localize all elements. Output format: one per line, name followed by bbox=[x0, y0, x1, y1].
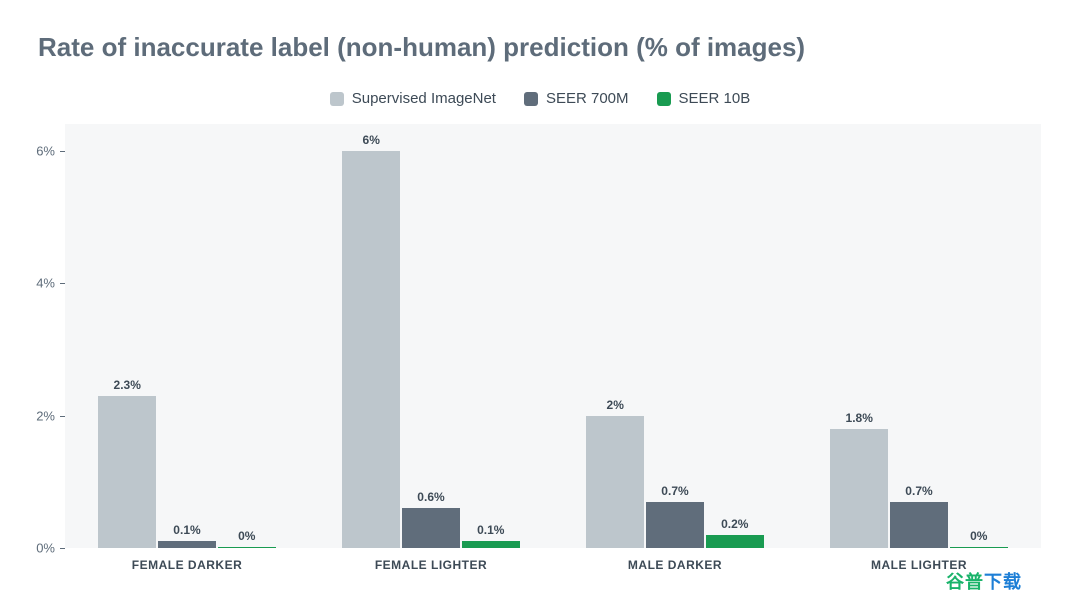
bar: 0.7% bbox=[890, 502, 949, 548]
chart-title: Rate of inaccurate label (non-human) pre… bbox=[38, 32, 805, 63]
plot-background bbox=[65, 124, 1041, 548]
chart-plot-area: 0%2%4%6%FEMALE DARKER2.3%0.1%0%FEMALE LI… bbox=[65, 124, 1041, 548]
bar: 0% bbox=[218, 547, 277, 548]
bar: 1.8% bbox=[830, 429, 889, 548]
bar: 6% bbox=[342, 151, 401, 549]
legend-item-0: Supervised ImageNet bbox=[330, 90, 496, 107]
bar-value-label: 0% bbox=[238, 529, 255, 547]
bar-value-label: 1.8% bbox=[846, 411, 873, 429]
y-tick-mark bbox=[60, 548, 65, 549]
bar: 0.2% bbox=[706, 535, 765, 548]
bar: 0.1% bbox=[462, 541, 521, 548]
bar-value-label: 2% bbox=[607, 398, 624, 416]
bar-value-label: 0.7% bbox=[661, 484, 688, 502]
bar: 2% bbox=[586, 416, 645, 549]
y-tick-mark bbox=[60, 151, 65, 152]
bar: 0.1% bbox=[158, 541, 217, 548]
x-category-label: FEMALE DARKER bbox=[132, 548, 243, 572]
legend-swatch-2 bbox=[657, 92, 671, 106]
bar-value-label: 0.7% bbox=[905, 484, 932, 502]
x-category-label: FEMALE LIGHTER bbox=[375, 548, 487, 572]
y-tick-mark bbox=[60, 416, 65, 417]
x-category-label: MALE DARKER bbox=[628, 548, 722, 572]
bar-value-label: 6% bbox=[363, 133, 380, 151]
bar-value-label: 2.3% bbox=[114, 378, 141, 396]
bar: 2.3% bbox=[98, 396, 157, 548]
bar: 0% bbox=[950, 547, 1009, 548]
bar-value-label: 0.1% bbox=[477, 523, 504, 541]
legend-item-2: SEER 10B bbox=[657, 90, 751, 107]
legend: Supervised ImageNet SEER 700M SEER 10B bbox=[0, 90, 1080, 107]
legend-label-2: SEER 10B bbox=[679, 90, 751, 107]
bar-value-label: 0.1% bbox=[173, 523, 200, 541]
watermark: 谷普下载 bbox=[946, 568, 1022, 594]
bar-value-label: 0.2% bbox=[721, 517, 748, 535]
legend-label-0: Supervised ImageNet bbox=[352, 90, 496, 107]
legend-swatch-0 bbox=[330, 92, 344, 106]
legend-item-1: SEER 700M bbox=[524, 90, 629, 107]
bar-value-label: 0% bbox=[970, 529, 987, 547]
legend-swatch-1 bbox=[524, 92, 538, 106]
bar: 0.6% bbox=[402, 508, 461, 548]
legend-label-1: SEER 700M bbox=[546, 90, 629, 107]
y-tick-mark bbox=[60, 283, 65, 284]
bar: 0.7% bbox=[646, 502, 705, 548]
bar-value-label: 0.6% bbox=[417, 490, 444, 508]
